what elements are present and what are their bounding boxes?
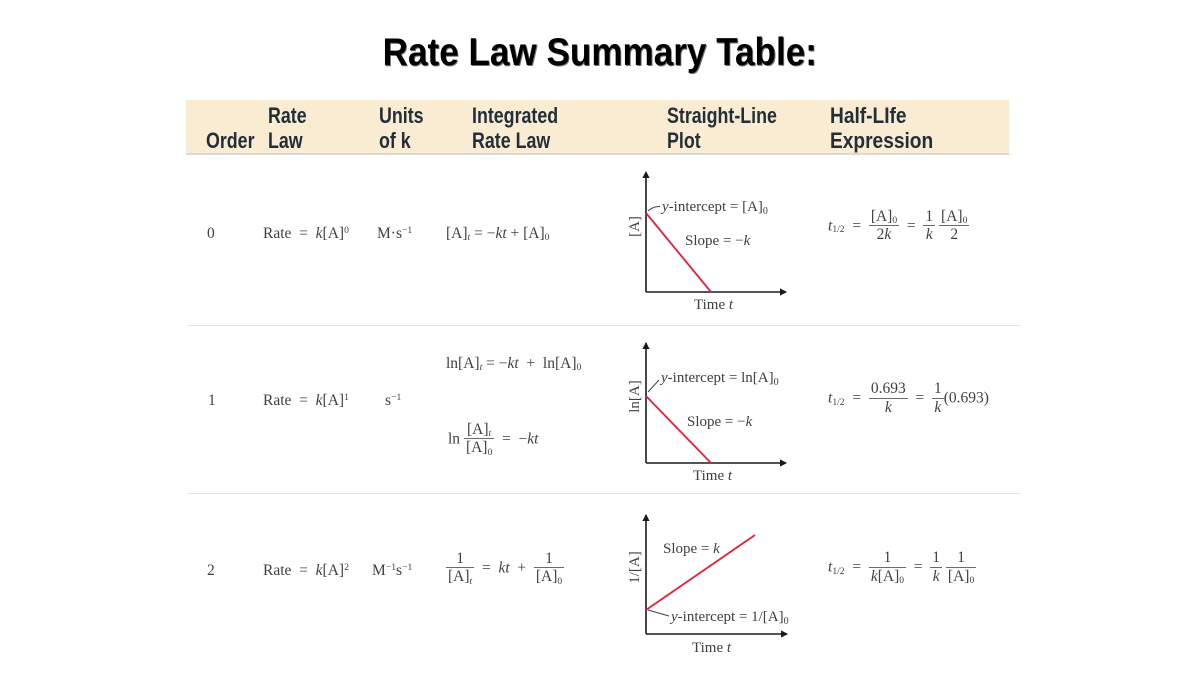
svg-text:Time t: Time t bbox=[692, 640, 732, 656]
svg-text:y-intercept = [A]0: y-intercept = [A]0 bbox=[660, 199, 768, 217]
svg-text:ln[A]: ln[A] bbox=[627, 380, 643, 413]
svg-text:y-intercept = ln[A]0: y-intercept = ln[A]0 bbox=[659, 370, 779, 388]
svg-text:Slope = −k: Slope = −k bbox=[685, 233, 751, 249]
svg-text:1/[A]: 1/[A] bbox=[627, 551, 643, 584]
svg-text:Time t: Time t bbox=[694, 297, 734, 313]
svg-text:Slope = k: Slope = k bbox=[663, 541, 720, 557]
svg-text:y-intercept = 1/[A]0: y-intercept = 1/[A]0 bbox=[669, 609, 789, 627]
svg-text:Time t: Time t bbox=[693, 468, 733, 484]
svg-text:[A]: [A] bbox=[627, 216, 643, 237]
svg-text:Slope = −k: Slope = −k bbox=[687, 414, 753, 430]
